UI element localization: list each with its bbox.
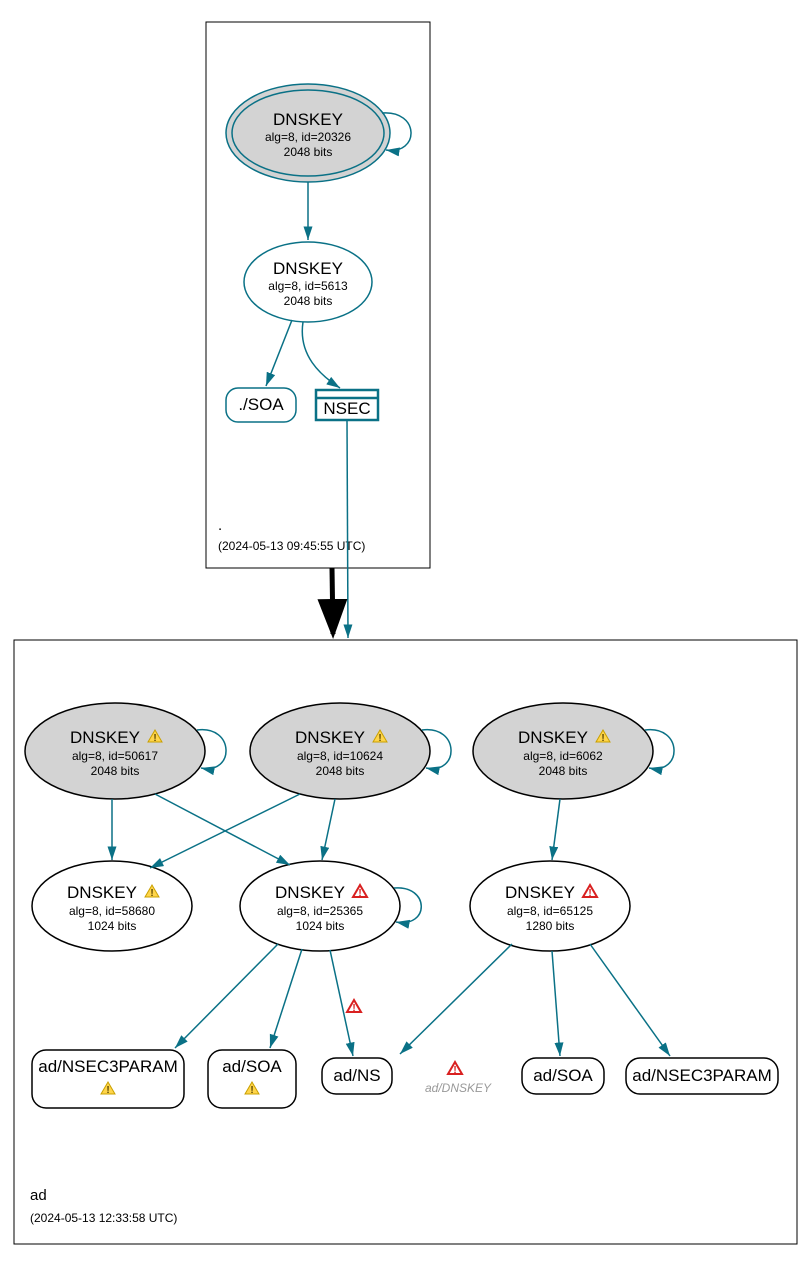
svg-text:!: ! <box>250 1085 253 1096</box>
edge <box>590 944 670 1056</box>
node-ad-soa2: ad/SOA <box>522 1058 604 1094</box>
node-root-soa: ./SOA <box>226 388 296 422</box>
node-label: ad/NSEC3PARAM <box>632 1066 772 1085</box>
svg-text:DNSKEY: DNSKEY <box>67 883 137 902</box>
node-sub: 2048 bits <box>284 294 333 308</box>
node-sub: alg=8, id=6062 <box>523 749 603 763</box>
node-label: ./SOA <box>238 395 284 414</box>
node-label: NSEC <box>323 399 370 418</box>
zone-root-label: . <box>218 517 222 534</box>
edge <box>150 794 300 868</box>
dnssec-diagram: . (2024-05-13 09:45:55 UTC) ad (2024-05-… <box>0 0 811 1266</box>
svg-text:!: ! <box>352 1003 355 1014</box>
node-title: DNSKEY <box>275 883 345 902</box>
node-label: ad/SOA <box>533 1066 593 1085</box>
error-icon: ! <box>347 1000 361 1014</box>
edge <box>270 949 302 1048</box>
node-ad-zsk2: DNSKEY ! alg=8, id=25365 1024 bits <box>240 861 400 951</box>
svg-text:!: ! <box>588 888 591 899</box>
node-label: ad/NS <box>333 1066 380 1085</box>
node-sub: alg=8, id=50617 <box>72 749 158 763</box>
node-root-nsec: NSEC <box>316 390 378 420</box>
node-title: DNSKEY <box>518 728 588 747</box>
edge <box>330 950 353 1056</box>
node-sub: 2048 bits <box>539 764 588 778</box>
node-ad-soa1: ad/SOA ! <box>208 1050 296 1108</box>
node-title: DNSKEY <box>70 728 140 747</box>
edge <box>400 944 512 1054</box>
node-sub: 1024 bits <box>88 919 137 933</box>
node-sub: alg=8, id=25365 <box>277 904 363 918</box>
node-sub: alg=8, id=20326 <box>265 130 351 144</box>
error-icon: ! <box>448 1062 462 1076</box>
edge <box>347 420 348 638</box>
svg-text:DNSKEY: DNSKEY <box>70 728 140 747</box>
node-ad-nsec3param2: ad/NSEC3PARAM <box>626 1058 778 1094</box>
node-ad-ksk1: DNSKEY ! alg=8, id=50617 2048 bits <box>25 703 205 799</box>
node-sub: alg=8, id=65125 <box>507 904 593 918</box>
node-title: DNSKEY <box>273 110 343 129</box>
node-title: DNSKEY <box>273 259 343 278</box>
node-ad-zsk1: DNSKEY ! alg=8, id=58680 1024 bits <box>32 861 192 951</box>
node-sub: alg=8, id=10624 <box>297 749 383 763</box>
edge <box>552 799 560 860</box>
svg-text:!: ! <box>150 888 153 899</box>
node-ad-ksk2: DNSKEY ! alg=8, id=10624 2048 bits <box>250 703 430 799</box>
node-label: ad/DNSKEY <box>425 1081 492 1095</box>
zone-ad-timestamp: (2024-05-13 12:33:58 UTC) <box>30 1211 177 1225</box>
node-sub: 2048 bits <box>316 764 365 778</box>
node-label: ad/SOA <box>222 1057 282 1076</box>
svg-text:DNSKEY: DNSKEY <box>518 728 588 747</box>
svg-text:DNSKEY: DNSKEY <box>295 728 365 747</box>
edge <box>552 951 560 1056</box>
node-label: ad/NSEC3PARAM <box>38 1057 178 1076</box>
node-sub: alg=8, id=58680 <box>69 904 155 918</box>
edge <box>155 794 290 865</box>
svg-text:!: ! <box>153 733 156 744</box>
node-sub: 1024 bits <box>296 919 345 933</box>
node-sub: 1280 bits <box>526 919 575 933</box>
edge <box>266 320 292 386</box>
node-title: DNSKEY <box>295 728 365 747</box>
edge <box>175 944 278 1048</box>
svg-text:DNSKEY: DNSKEY <box>505 883 575 902</box>
svg-text:DNSKEY: DNSKEY <box>275 883 345 902</box>
zone-delegation-edge <box>332 568 333 634</box>
edge <box>302 322 340 388</box>
edge <box>322 799 335 860</box>
node-ad-nsec3param1: ad/NSEC3PARAM ! <box>32 1050 184 1108</box>
node-ad-dnskey-ghost: ! ad/DNSKEY <box>425 1062 492 1095</box>
node-title: DNSKEY <box>67 883 137 902</box>
zone-root-timestamp: (2024-05-13 09:45:55 UTC) <box>218 539 365 553</box>
node-title: DNSKEY <box>505 883 575 902</box>
svg-text:!: ! <box>453 1065 456 1076</box>
node-ad-ns: ad/NS <box>322 1058 392 1094</box>
svg-text:!: ! <box>601 733 604 744</box>
svg-text:!: ! <box>106 1085 109 1096</box>
node-root-zsk: DNSKEY alg=8, id=5613 2048 bits <box>244 242 372 322</box>
svg-text:!: ! <box>378 733 381 744</box>
node-sub: 2048 bits <box>91 764 140 778</box>
node-root-ksk: DNSKEY alg=8, id=20326 2048 bits <box>226 84 390 182</box>
zone-ad-label: ad <box>30 1187 47 1204</box>
svg-text:!: ! <box>358 888 361 899</box>
node-sub: 2048 bits <box>284 145 333 159</box>
node-ad-ksk3: DNSKEY ! alg=8, id=6062 2048 bits <box>473 703 653 799</box>
node-sub: alg=8, id=5613 <box>268 279 348 293</box>
node-ad-zsk3: DNSKEY ! alg=8, id=65125 1280 bits <box>470 861 630 951</box>
